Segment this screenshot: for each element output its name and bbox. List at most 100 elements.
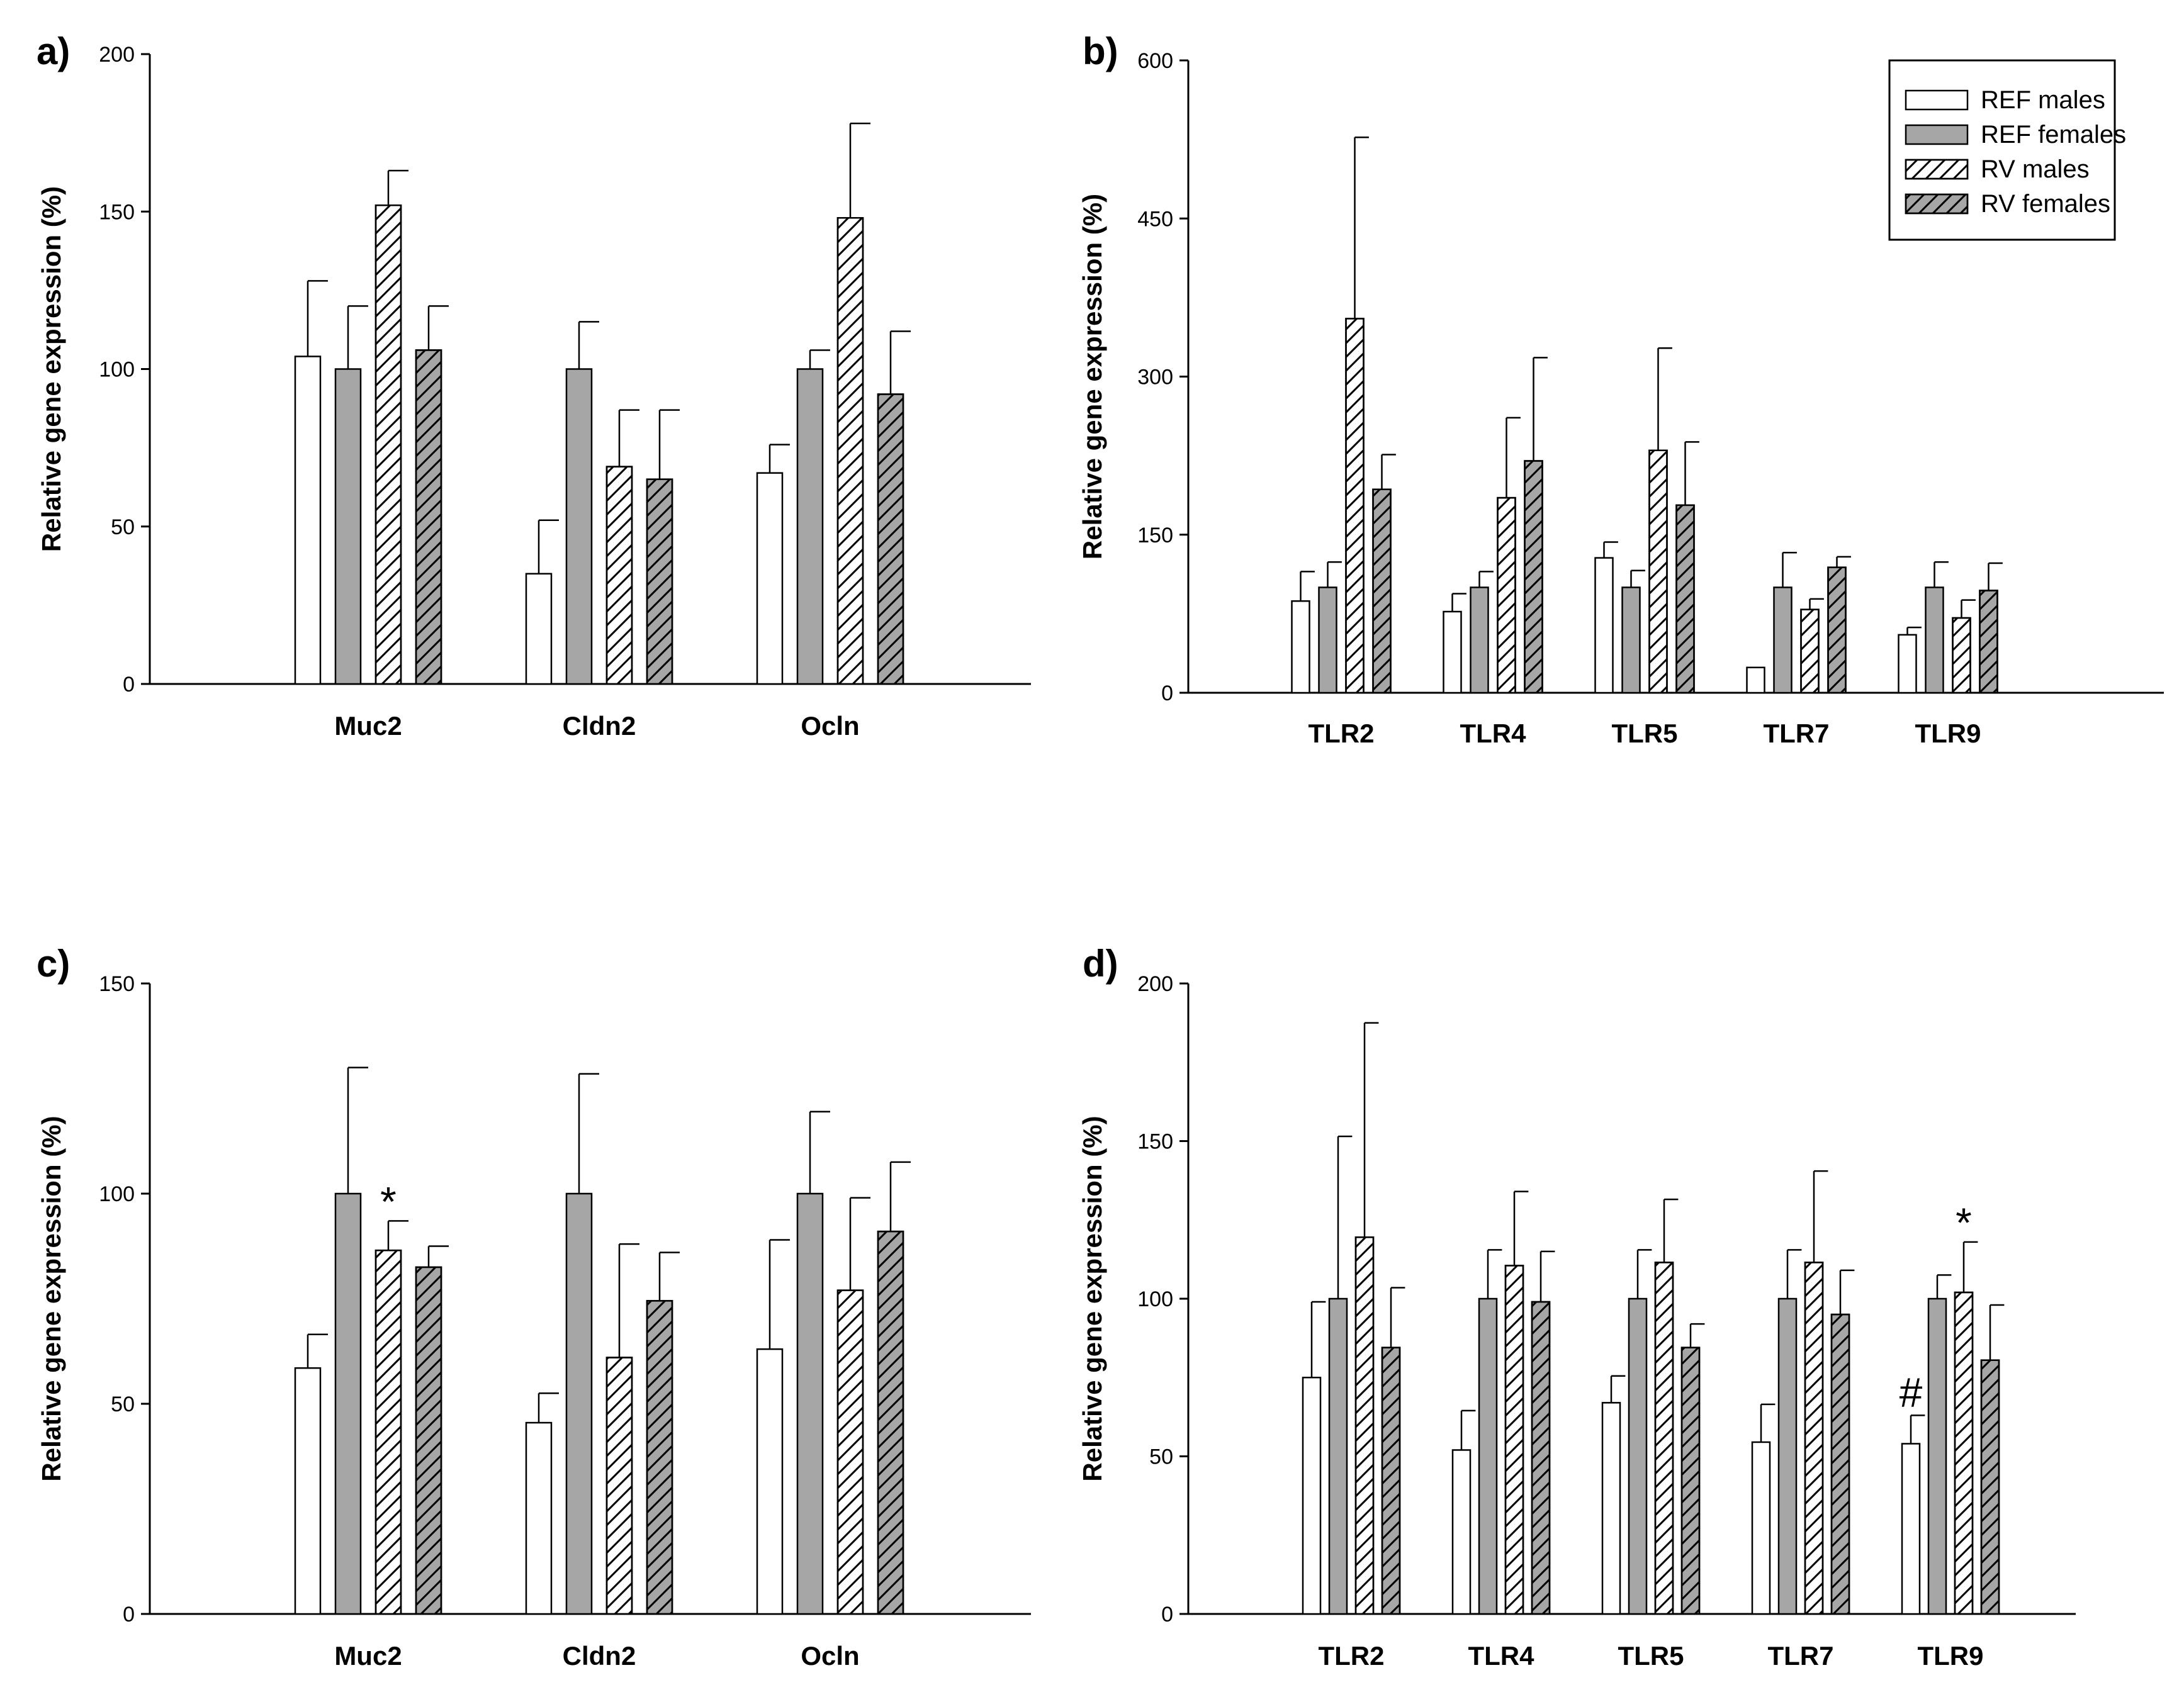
panel-d-bar-tlr5-rv-males-hatch [1654, 1262, 1674, 1615]
panel-b-bar-tlr5-rv-females-hatch [1675, 504, 1695, 694]
panel-a-label: a) [37, 30, 70, 72]
panel-a-category-label-ocln: Ocln [801, 711, 859, 741]
panel-b-category-label-tlr4: TLR4 [1460, 719, 1527, 748]
panel-d-ytick-label-200: 200 [1137, 972, 1173, 996]
panel-b-ytick-label-0: 0 [1161, 681, 1173, 705]
panel-c-category-label-muc2: Muc2 [334, 1641, 402, 1671]
legend: REF males REF females RV males RV female… [1888, 59, 2126, 241]
panel-b-bar-tlr2-ref-males [1291, 600, 1310, 694]
panel-c-ytick-label-50: 50 [111, 1392, 135, 1416]
panel-a-ytick-label-200: 200 [99, 43, 135, 67]
panel-d-ytick-label-100: 100 [1137, 1287, 1173, 1311]
panel-b-category-label-tlr5: TLR5 [1612, 719, 1678, 748]
panel-a-bar-cldn2-rv-males-hatch [605, 466, 633, 685]
panel-b-bar-tlr4-rv-males-hatch [1497, 496, 1516, 694]
panel-c-bar-muc2-rv-females-hatch [415, 1266, 442, 1615]
panel-d-category-label-tlr7: TLR7 [1768, 1641, 1834, 1671]
panel-d-bar-tlr9-rv-males-hatch [1954, 1291, 1974, 1615]
panel-c-bar-ocln-ref-males [756, 1348, 784, 1615]
panel-c-y-axis-label: Relative gene expression (%) [37, 1116, 66, 1481]
panel-a-bar-muc2-rv-males-hatch [374, 204, 402, 685]
panel-a-bar-cldn2-ref-females [565, 368, 593, 685]
legend-label-ref-males: REF males [1981, 86, 2105, 114]
panel-d-chart: d) 0 50 100 150 200 Relative gene expression … [1078, 943, 2076, 1671]
panel-d-bar-tlr9-rv-females-hatch [1980, 1359, 2000, 1615]
panel-a-category-label-muc2: Muc2 [334, 711, 402, 741]
panel-d-bar-tlr7-ref-females [1777, 1297, 1798, 1615]
legend-label-rv-females: RV females [1981, 190, 2110, 218]
legend-swatch-ref-males [1905, 89, 1969, 111]
panel-a-bar-muc2-ref-males [294, 356, 322, 685]
panel-d-bar-tlr7-rv-males-hatch [1804, 1262, 1824, 1615]
panel-d-bar-tlr5-rv-females-hatch [1680, 1347, 1701, 1615]
panel-b-bar-tlr5-ref-females [1621, 586, 1641, 694]
panel-d-label: d) [1083, 943, 1118, 985]
legend-swatch-rv-females-hatch [1905, 193, 1969, 215]
panel-b-bar-tlr9-ref-males [1898, 634, 1917, 694]
panel-a-bar-ocln-ref-males [756, 472, 784, 685]
panel-c-bar-muc2-ref-females [334, 1192, 362, 1615]
panel-b-bar-tlr4-ref-males [1443, 610, 1462, 694]
panel-c-bar-ocln-rv-males-hatch [836, 1289, 864, 1615]
panel-a-ytick-label-50: 50 [111, 515, 135, 539]
panel-d-bar-tlr7-rv-females-hatch [1830, 1313, 1850, 1615]
panel-a-ytick-label-100: 100 [99, 358, 135, 382]
panel-a-bar-ocln-ref-females [796, 368, 824, 685]
panel-b-bar-tlr9-rv-females-hatch [1979, 590, 1998, 694]
panel-b-label: b) [1083, 30, 1118, 72]
panel-d-bar-tlr5-ref-males [1601, 1402, 1621, 1615]
panel-d-annotation-hash-tlr9: # [1900, 1369, 1923, 1415]
panel-d-bar-tlr7-ref-males [1751, 1441, 1771, 1615]
panel-c-bar-muc2-ref-males [294, 1367, 322, 1615]
panel-d-bar-tlr4-rv-males-hatch [1504, 1265, 1524, 1615]
panel-b-bar-tlr4-ref-females [1470, 586, 1489, 694]
panel-d-ytick-label-0: 0 [1161, 1603, 1173, 1627]
panel-a-bar-muc2-ref-females [334, 368, 362, 685]
panel-d-bar-tlr4-ref-females [1478, 1297, 1498, 1615]
panel-d-category-label-tlr9: TLR9 [1918, 1641, 1984, 1671]
panel-c-bar-cldn2-ref-females [565, 1192, 593, 1615]
panel-d-bar-tlr2-rv-females-hatch [1381, 1347, 1401, 1615]
panel-a-chart: a) 0 50 100 150 200 Relative gene expression … [37, 30, 1031, 741]
panel-b-y-axis-label: Relative gene expression (%) [1078, 194, 1107, 559]
panel-b-bar-tlr7-rv-males-hatch [1800, 608, 1820, 694]
panel-c-annotation-asterisk-muc2: * [380, 1178, 397, 1224]
panel-c-category-label-cldn2: Cldn2 [563, 1641, 636, 1671]
panel-c-category-label-ocln: Ocln [801, 1641, 859, 1671]
panel-b-ytick-label-600: 600 [1137, 49, 1173, 73]
panel-d-bar-tlr9-ref-females [1927, 1297, 1947, 1615]
panel-a-bar-ocln-rv-males-hatch [836, 217, 864, 685]
legend-swatch-ref-females [1905, 124, 1969, 145]
panel-d-y-axis-label: Relative gene expression (%) [1078, 1116, 1107, 1481]
panel-b-bar-tlr2-ref-females [1318, 586, 1337, 694]
panel-d-bar-tlr2-rv-males-hatch [1354, 1236, 1375, 1615]
panel-b-category-label-tlr9: TLR9 [1915, 719, 1981, 748]
panel-b-category-label-tlr2: TLR2 [1309, 719, 1375, 748]
panel-a-ytick-label-0: 0 [123, 673, 135, 697]
panel-b-bar-tlr9-rv-males-hatch [1952, 617, 1971, 694]
legend-label-rv-males: RV males [1981, 155, 2090, 183]
panel-a-ytick-label-150: 150 [99, 200, 135, 224]
legend-swatch-rv-males-hatch [1905, 159, 1969, 180]
panel-d-bar-tlr9-ref-males [1901, 1443, 1921, 1615]
panel-b-bar-tlr2-rv-males-hatch [1345, 318, 1365, 694]
panel-c-ytick-label-0: 0 [123, 1603, 135, 1627]
panel-d-bar-tlr2-ref-males [1302, 1377, 1322, 1615]
panel-a-y-axis-label: Relative gene expression (%) [37, 186, 66, 552]
panel-b-ytick-label-450: 450 [1137, 207, 1173, 231]
panel-c-ytick-label-100: 100 [99, 1182, 135, 1206]
panel-c-bar-ocln-rv-females-hatch [877, 1230, 904, 1615]
panel-b-bar-tlr9-ref-females [1925, 586, 1944, 694]
panel-b-bar-tlr4-rv-females-hatch [1524, 460, 1543, 694]
panel-c-bar-ocln-ref-females [796, 1192, 824, 1615]
panel-a-bar-cldn2-ref-males [525, 573, 553, 685]
panel-a-bar-muc2-rv-females-hatch [415, 349, 442, 685]
panel-d-bar-tlr4-rv-females-hatch [1531, 1301, 1551, 1615]
panel-b-bar-tlr7-rv-females-hatch [1827, 566, 1847, 694]
panel-b-category-label-tlr7: TLR7 [1764, 719, 1830, 748]
panel-b-ytick-label-150: 150 [1137, 524, 1173, 547]
panel-b-bar-tlr5-ref-males [1594, 557, 1614, 694]
panel-d-bar-tlr2-ref-females [1328, 1297, 1348, 1615]
panel-d-bar-tlr4-ref-males [1451, 1449, 1472, 1615]
